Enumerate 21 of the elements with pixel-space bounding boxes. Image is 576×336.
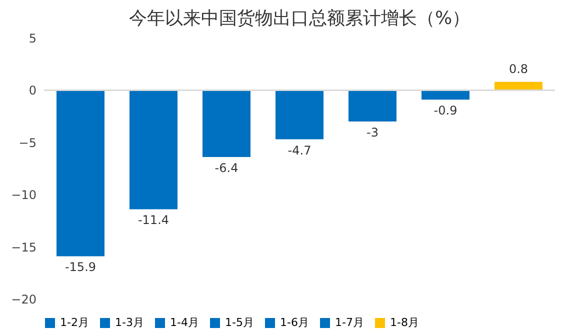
legend-label: 1-6月	[280, 316, 309, 329]
y-tick-label: −10	[11, 188, 36, 202]
legend-label: 1-4月	[170, 316, 199, 329]
y-tick-label: 5	[28, 32, 36, 46]
y-tick-label: −20	[11, 292, 36, 306]
data-label: -11.4	[138, 213, 170, 228]
data-label: -15.9	[64, 260, 96, 274]
legend-label: 1-2月	[60, 316, 89, 329]
chart-title: 今年以来中国货物出口总额累计增长（%）	[128, 8, 470, 29]
legend-label: 1-5月	[225, 316, 254, 329]
legend-label: 1-7月	[335, 316, 364, 329]
legend-label: 1-8月	[390, 316, 419, 329]
data-label: -0.9	[434, 104, 458, 118]
y-tick-label: −5	[18, 136, 36, 150]
data-label: -4.7	[288, 143, 312, 158]
y-tick-label: 0	[28, 84, 36, 98]
data-label: 0.8	[508, 62, 528, 76]
data-label: -3	[366, 126, 378, 140]
y-tick-label: −15	[11, 240, 36, 254]
legend-label: 1-3月	[115, 316, 144, 329]
data-label: -6.4	[214, 161, 238, 176]
